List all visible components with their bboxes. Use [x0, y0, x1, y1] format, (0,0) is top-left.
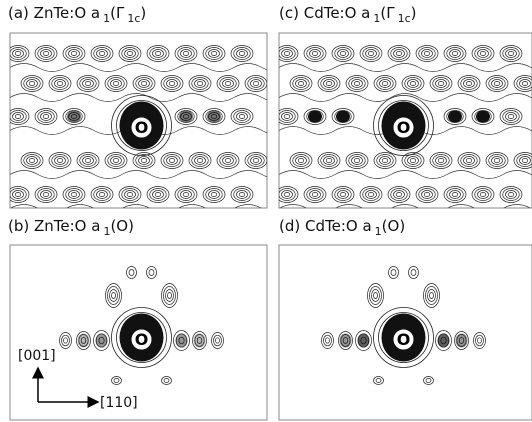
- dense-lobe: [179, 111, 193, 123]
- atom-label: O: [397, 330, 411, 349]
- panel-label: (b) ZnTe:O a1(O): [8, 217, 134, 238]
- label-part: (a) ZnTe:O a: [8, 4, 100, 22]
- label-part: (d) CdTe:O a: [279, 217, 372, 235]
- label-part: ): [411, 4, 417, 22]
- subscript: 1: [103, 225, 110, 238]
- axis-label: [110]: [100, 395, 138, 411]
- label-part: (O): [382, 217, 406, 235]
- label-part: (b) ZnTe:O a: [8, 217, 100, 235]
- label-part: (Γ: [110, 4, 125, 22]
- atom-label: O: [397, 118, 411, 137]
- subscript: 1: [373, 12, 380, 25]
- dense-lobe: [308, 111, 322, 123]
- panels: (a) ZnTe:O a1(Γ1c)O(b) ZnTe:O a1(O)O(c) …: [7, 4, 532, 420]
- subscript: 1: [103, 12, 110, 25]
- subscript: 1c: [127, 12, 140, 25]
- subscript: 1c: [398, 12, 411, 25]
- atom-label: O: [135, 330, 149, 349]
- dense-lobe: [67, 111, 81, 123]
- dense-lobe: [207, 111, 221, 123]
- panel-label: (c) CdTe:O a1(Γ1c): [279, 4, 417, 25]
- dense-lobe: [476, 111, 490, 123]
- dense-lobe: [194, 334, 206, 348]
- dense-lobe: [336, 111, 350, 123]
- axis-label: [001]: [18, 348, 56, 364]
- dense-lobe: [340, 334, 352, 348]
- dense-lobe: [358, 334, 370, 348]
- figure: (a) ZnTe:O a1(Γ1c)O(b) ZnTe:O a1(O)O(c) …: [0, 0, 532, 422]
- panel: (c) CdTe:O a1(Γ1c) O: [276, 4, 532, 213]
- dense-lobe: [96, 334, 108, 348]
- dense-lobe: [176, 334, 188, 348]
- subscript: 1: [375, 225, 382, 238]
- dense-lobe: [438, 334, 450, 348]
- label-part: ): [140, 4, 146, 22]
- panel-label: (a) ZnTe:O a1(Γ1c): [8, 4, 146, 25]
- panel: (b) ZnTe:O a1(O) O: [8, 217, 267, 420]
- label-part: (O): [110, 217, 134, 235]
- dense-lobe: [448, 111, 462, 123]
- dense-lobe: [78, 334, 90, 348]
- label-part: (Γ: [380, 4, 395, 22]
- panel-label: (d) CdTe:O a1(O): [279, 217, 405, 238]
- atom-label: O: [135, 118, 149, 137]
- dense-lobe: [456, 334, 468, 348]
- label-part: (c) CdTe:O a: [279, 4, 370, 22]
